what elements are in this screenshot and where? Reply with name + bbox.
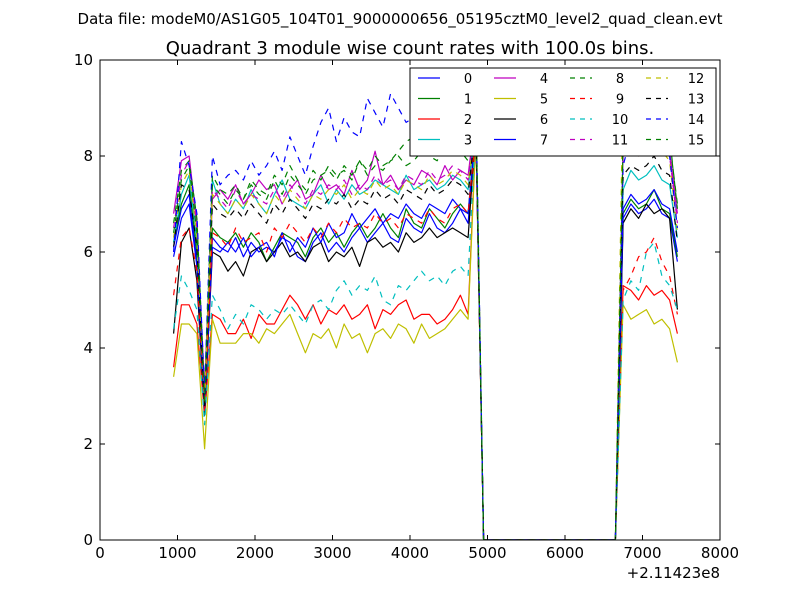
series-line-12: [173, 78, 678, 540]
series-line-2: [173, 131, 678, 540]
y-tick-label: 0: [83, 531, 93, 549]
legend-label-8: 8: [616, 72, 624, 87]
legend-label-15: 15: [688, 134, 705, 149]
x-tick-label: 1000: [158, 544, 196, 562]
series-line-4: [173, 112, 678, 540]
series-line-11: [173, 112, 678, 540]
series-line-5: [173, 136, 678, 540]
figure-suptitle: Data file: modeM0/AS1G05_104T01_90000006…: [78, 10, 723, 29]
series-line-0: [173, 126, 678, 540]
legend-label-1: 1: [464, 93, 472, 108]
legend-box: [409, 67, 717, 157]
x-axis: 0 1000 2000 3000 4000 5000 6000 7000 8000: [95, 60, 739, 562]
x-tick-label: 4000: [391, 544, 429, 562]
legend-label-2: 2: [464, 113, 472, 128]
series-line-6: [173, 126, 678, 540]
series-line-14: [173, 92, 678, 540]
legend-label-6: 6: [540, 113, 548, 128]
series-layer: [173, 78, 678, 540]
x-offset-label: +2.11423e8: [627, 564, 720, 582]
y-tick-label: 4: [83, 339, 93, 357]
y-tick-label: 2: [83, 435, 93, 453]
series-line-13: [173, 121, 678, 540]
x-tick-label: 0: [95, 544, 105, 562]
legend-label-10: 10: [612, 113, 629, 128]
legend-label-0: 0: [464, 72, 472, 87]
y-tick-label: 10: [74, 51, 93, 69]
chart-title: Quadrant 3 module wise count rates with …: [166, 38, 655, 59]
series-line-3: [173, 116, 678, 540]
x-tick-label: 7000: [623, 544, 661, 562]
legend-label-7: 7: [540, 134, 548, 149]
x-tick-label: 5000: [468, 544, 506, 562]
legend-label-5: 5: [540, 93, 548, 108]
legend-label-13: 13: [688, 93, 705, 108]
legend-label-14: 14: [688, 113, 705, 128]
y-tick-label: 8: [83, 147, 93, 165]
series-line-7: [173, 126, 678, 540]
series-line-1: [173, 121, 678, 540]
legend-label-11: 11: [612, 134, 629, 149]
legend-label-9: 9: [616, 93, 624, 108]
legend-label-3: 3: [464, 134, 472, 149]
x-tick-label: 8000: [701, 544, 739, 562]
series-line-15: [173, 107, 678, 540]
y-tick-label: 6: [83, 243, 93, 261]
x-tick-label: 3000: [313, 544, 351, 562]
legend-label-4: 4: [540, 72, 548, 87]
legend-label-12: 12: [688, 72, 705, 87]
x-tick-label: 6000: [546, 544, 584, 562]
x-tick-label: 2000: [236, 544, 274, 562]
